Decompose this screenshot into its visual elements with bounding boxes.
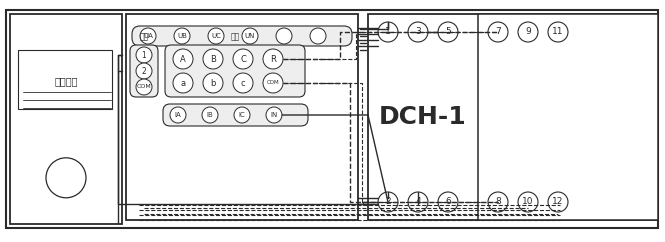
Circle shape (208, 28, 224, 44)
Circle shape (438, 22, 458, 42)
Text: 2: 2 (142, 67, 146, 76)
Text: A: A (180, 54, 186, 63)
Text: c: c (241, 78, 245, 88)
Circle shape (310, 28, 326, 44)
Circle shape (233, 49, 253, 69)
Bar (18, 50, 112, 108)
Text: IA: IA (175, 112, 182, 118)
Text: 4: 4 (415, 197, 421, 206)
Circle shape (263, 49, 283, 69)
Circle shape (136, 79, 152, 95)
Text: COM: COM (136, 84, 152, 90)
Bar (10, 14, 122, 224)
Text: 直流試驗: 直流試驗 (55, 76, 78, 86)
Circle shape (378, 22, 398, 42)
Circle shape (266, 107, 282, 123)
Circle shape (136, 63, 152, 79)
Text: DCH-1: DCH-1 (379, 105, 467, 129)
Circle shape (488, 22, 508, 42)
Text: 12: 12 (553, 197, 564, 206)
Circle shape (548, 22, 568, 42)
Text: a: a (180, 78, 186, 88)
Circle shape (173, 49, 193, 69)
FancyBboxPatch shape (132, 26, 352, 46)
Text: 7: 7 (495, 28, 501, 37)
Text: IN: IN (271, 112, 277, 118)
Text: R: R (270, 54, 276, 63)
Text: B: B (210, 54, 216, 63)
Circle shape (242, 28, 258, 44)
Text: 11: 11 (552, 28, 564, 37)
Circle shape (202, 107, 218, 123)
Circle shape (140, 28, 156, 44)
Text: 8: 8 (495, 197, 501, 206)
Text: UC: UC (211, 33, 221, 39)
Circle shape (276, 28, 292, 44)
Circle shape (203, 73, 223, 93)
Circle shape (233, 73, 253, 93)
FancyBboxPatch shape (163, 104, 308, 126)
Text: 開出: 開出 (140, 32, 148, 41)
Text: IC: IC (239, 112, 245, 118)
FancyBboxPatch shape (165, 45, 305, 97)
Text: C: C (240, 54, 246, 63)
Circle shape (174, 28, 190, 44)
Text: b: b (210, 78, 215, 88)
Circle shape (170, 107, 186, 123)
FancyBboxPatch shape (130, 45, 158, 97)
Circle shape (378, 192, 398, 212)
Text: UB: UB (177, 33, 187, 39)
Circle shape (263, 73, 283, 93)
Text: 9: 9 (525, 28, 531, 37)
Text: 3: 3 (415, 28, 421, 37)
Text: UN: UN (245, 33, 255, 39)
Circle shape (488, 192, 508, 212)
Bar (478, 14, 658, 220)
Text: 10: 10 (522, 197, 534, 206)
Text: 1: 1 (142, 51, 146, 60)
Circle shape (46, 158, 86, 198)
Text: 2: 2 (385, 197, 391, 206)
Text: 5: 5 (445, 28, 451, 37)
Circle shape (408, 22, 428, 42)
Text: COM: COM (267, 81, 279, 85)
Text: UA: UA (143, 33, 153, 39)
Circle shape (548, 192, 568, 212)
Bar (126, 14, 358, 220)
Circle shape (408, 192, 428, 212)
Text: 開入: 開入 (230, 32, 239, 41)
Circle shape (438, 192, 458, 212)
Bar (368, 14, 658, 220)
Circle shape (203, 49, 223, 69)
Circle shape (518, 192, 538, 212)
Circle shape (173, 73, 193, 93)
Text: 1: 1 (385, 28, 391, 37)
Circle shape (136, 47, 152, 63)
Circle shape (234, 107, 250, 123)
Text: 6: 6 (445, 197, 451, 206)
Circle shape (518, 22, 538, 42)
Text: IB: IB (207, 112, 213, 118)
